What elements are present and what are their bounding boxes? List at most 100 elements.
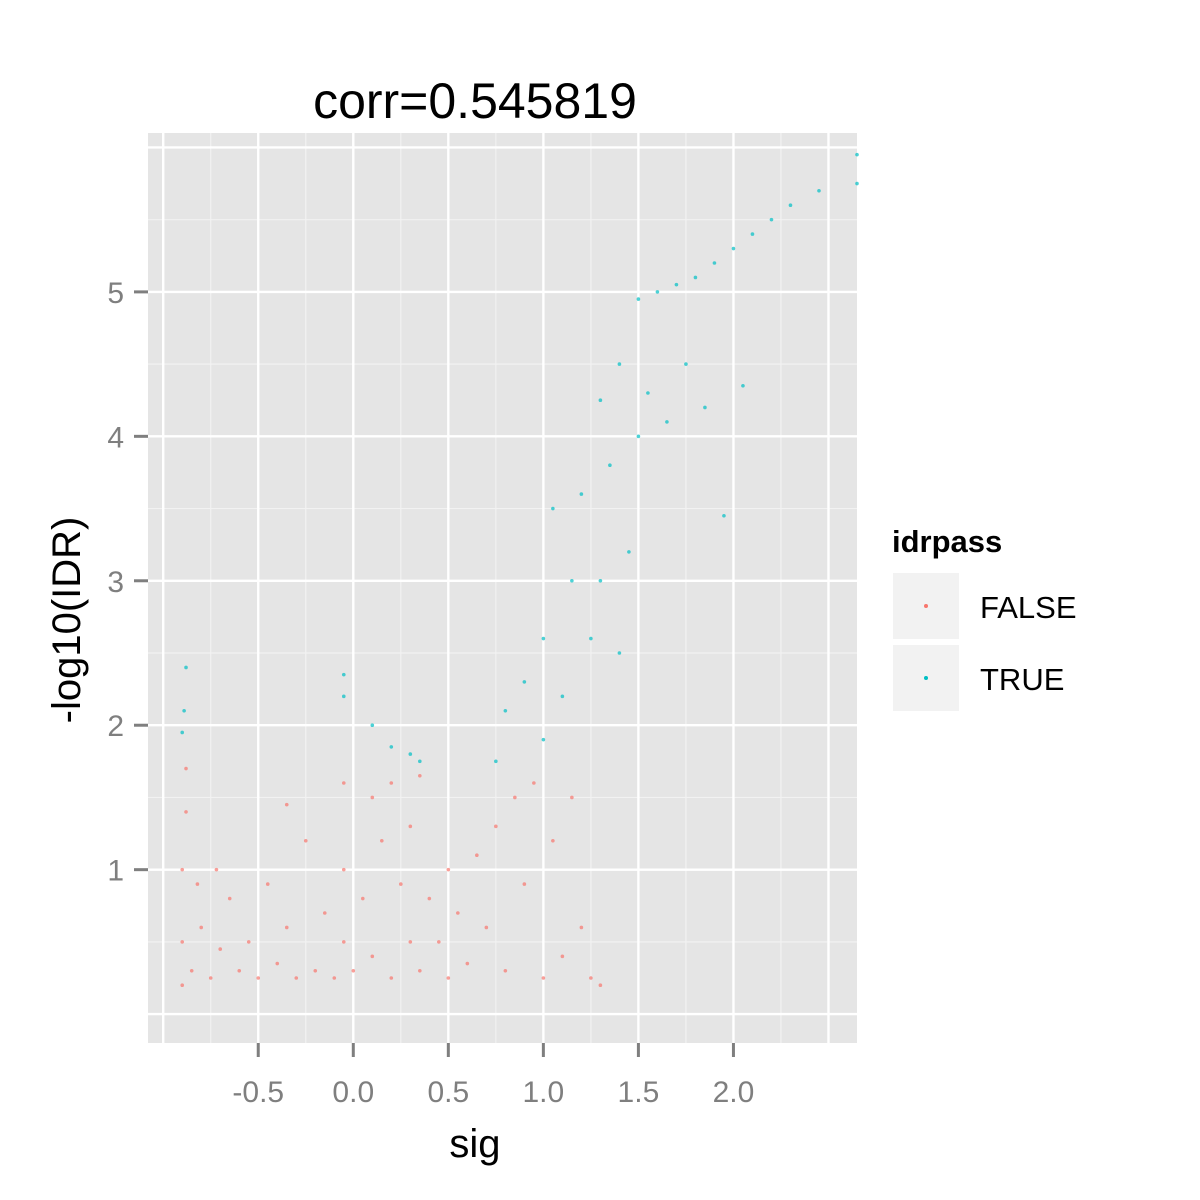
point-true	[418, 759, 422, 764]
point-true	[693, 275, 698, 280]
point-false	[341, 940, 346, 944]
point-false	[227, 896, 232, 901]
legend-dot-true	[924, 676, 928, 680]
point-true	[855, 152, 859, 157]
point-true	[341, 672, 346, 677]
point-true	[731, 246, 736, 251]
point-false	[360, 896, 365, 901]
point-true	[184, 665, 188, 670]
point-false	[180, 983, 185, 988]
point-false	[284, 802, 289, 807]
point-false	[427, 896, 432, 901]
point-false	[184, 810, 188, 814]
point-false	[218, 947, 223, 951]
point-true	[598, 578, 603, 583]
point-true	[608, 463, 612, 468]
x-tick-label: 0.5	[427, 1076, 469, 1109]
y-tick-label: 3	[107, 566, 124, 599]
point-false	[313, 968, 318, 973]
point-true	[674, 282, 679, 287]
point-false	[532, 781, 536, 785]
legend-dot-false	[924, 604, 928, 608]
point-true	[646, 391, 650, 395]
point-false	[513, 795, 517, 800]
point-false	[541, 976, 546, 980]
point-false	[180, 867, 185, 872]
point-true	[370, 723, 375, 728]
point-false	[437, 940, 441, 944]
y-tick-label: 4	[107, 421, 124, 454]
point-false	[456, 911, 460, 915]
point-true	[180, 730, 185, 735]
point-false	[265, 882, 270, 886]
point-true	[579, 492, 584, 496]
point-true	[817, 188, 821, 193]
point-true	[560, 694, 565, 699]
point-false	[446, 867, 451, 872]
point-false	[494, 824, 498, 829]
plot-panel	[148, 133, 857, 1043]
point-true	[389, 745, 394, 749]
point-false	[256, 976, 261, 980]
x-tick-label: 1.0	[523, 1076, 565, 1109]
point-true	[541, 636, 546, 641]
point-false	[237, 968, 242, 973]
point-false	[303, 838, 308, 843]
x-axis: -0.5 0.0 0.5 1.0 1.5 2.0	[232, 1043, 754, 1109]
point-false	[522, 882, 527, 886]
legend-title: idrpass	[892, 524, 1002, 559]
point-false	[389, 976, 394, 980]
point-false	[598, 983, 603, 988]
point-false	[560, 954, 565, 959]
legend-label-false: FALSE	[980, 590, 1077, 625]
point-true	[341, 694, 346, 699]
x-axis-title: sig	[449, 1122, 500, 1166]
point-false	[475, 853, 479, 858]
point-false	[275, 961, 280, 966]
point-true	[855, 181, 859, 186]
x-tick-label: 0.0	[332, 1076, 374, 1109]
data-points	[180, 152, 859, 988]
y-axis: 1 2 3 4 5	[107, 277, 148, 888]
point-true	[541, 737, 546, 742]
chart-title: corr=0.545819	[313, 73, 637, 129]
point-false	[284, 925, 289, 930]
point-false	[322, 911, 327, 915]
legend: idrpass FALSE TRUE	[892, 524, 1077, 711]
point-false	[551, 838, 555, 843]
point-false	[370, 795, 375, 800]
point-false	[208, 976, 213, 980]
x-tick-label: 1.5	[618, 1076, 660, 1109]
point-true	[627, 550, 631, 554]
point-true	[617, 362, 622, 366]
point-false	[246, 940, 251, 944]
point-false	[503, 968, 508, 973]
point-false	[332, 976, 337, 980]
point-true	[494, 759, 498, 764]
grid-major	[148, 133, 857, 1043]
point-false	[408, 940, 413, 944]
point-false	[418, 773, 422, 778]
point-true	[712, 261, 717, 265]
point-true	[636, 297, 641, 301]
point-false	[294, 976, 299, 980]
point-true	[617, 651, 622, 655]
grid-minor	[148, 133, 857, 1043]
point-true	[722, 513, 726, 518]
point-true	[769, 217, 774, 222]
point-true	[788, 203, 793, 208]
y-tick-label: 5	[107, 277, 124, 310]
point-false	[484, 925, 489, 930]
point-false	[570, 795, 574, 800]
point-true	[655, 290, 660, 294]
point-true	[589, 636, 593, 641]
point-false	[579, 925, 584, 930]
point-true	[636, 434, 641, 439]
point-true	[503, 708, 508, 713]
point-false	[180, 940, 185, 944]
point-false	[399, 882, 403, 886]
y-axis-title: -log10(IDR)	[45, 517, 89, 724]
y-tick-label: 1	[107, 855, 124, 888]
point-false	[379, 838, 384, 843]
